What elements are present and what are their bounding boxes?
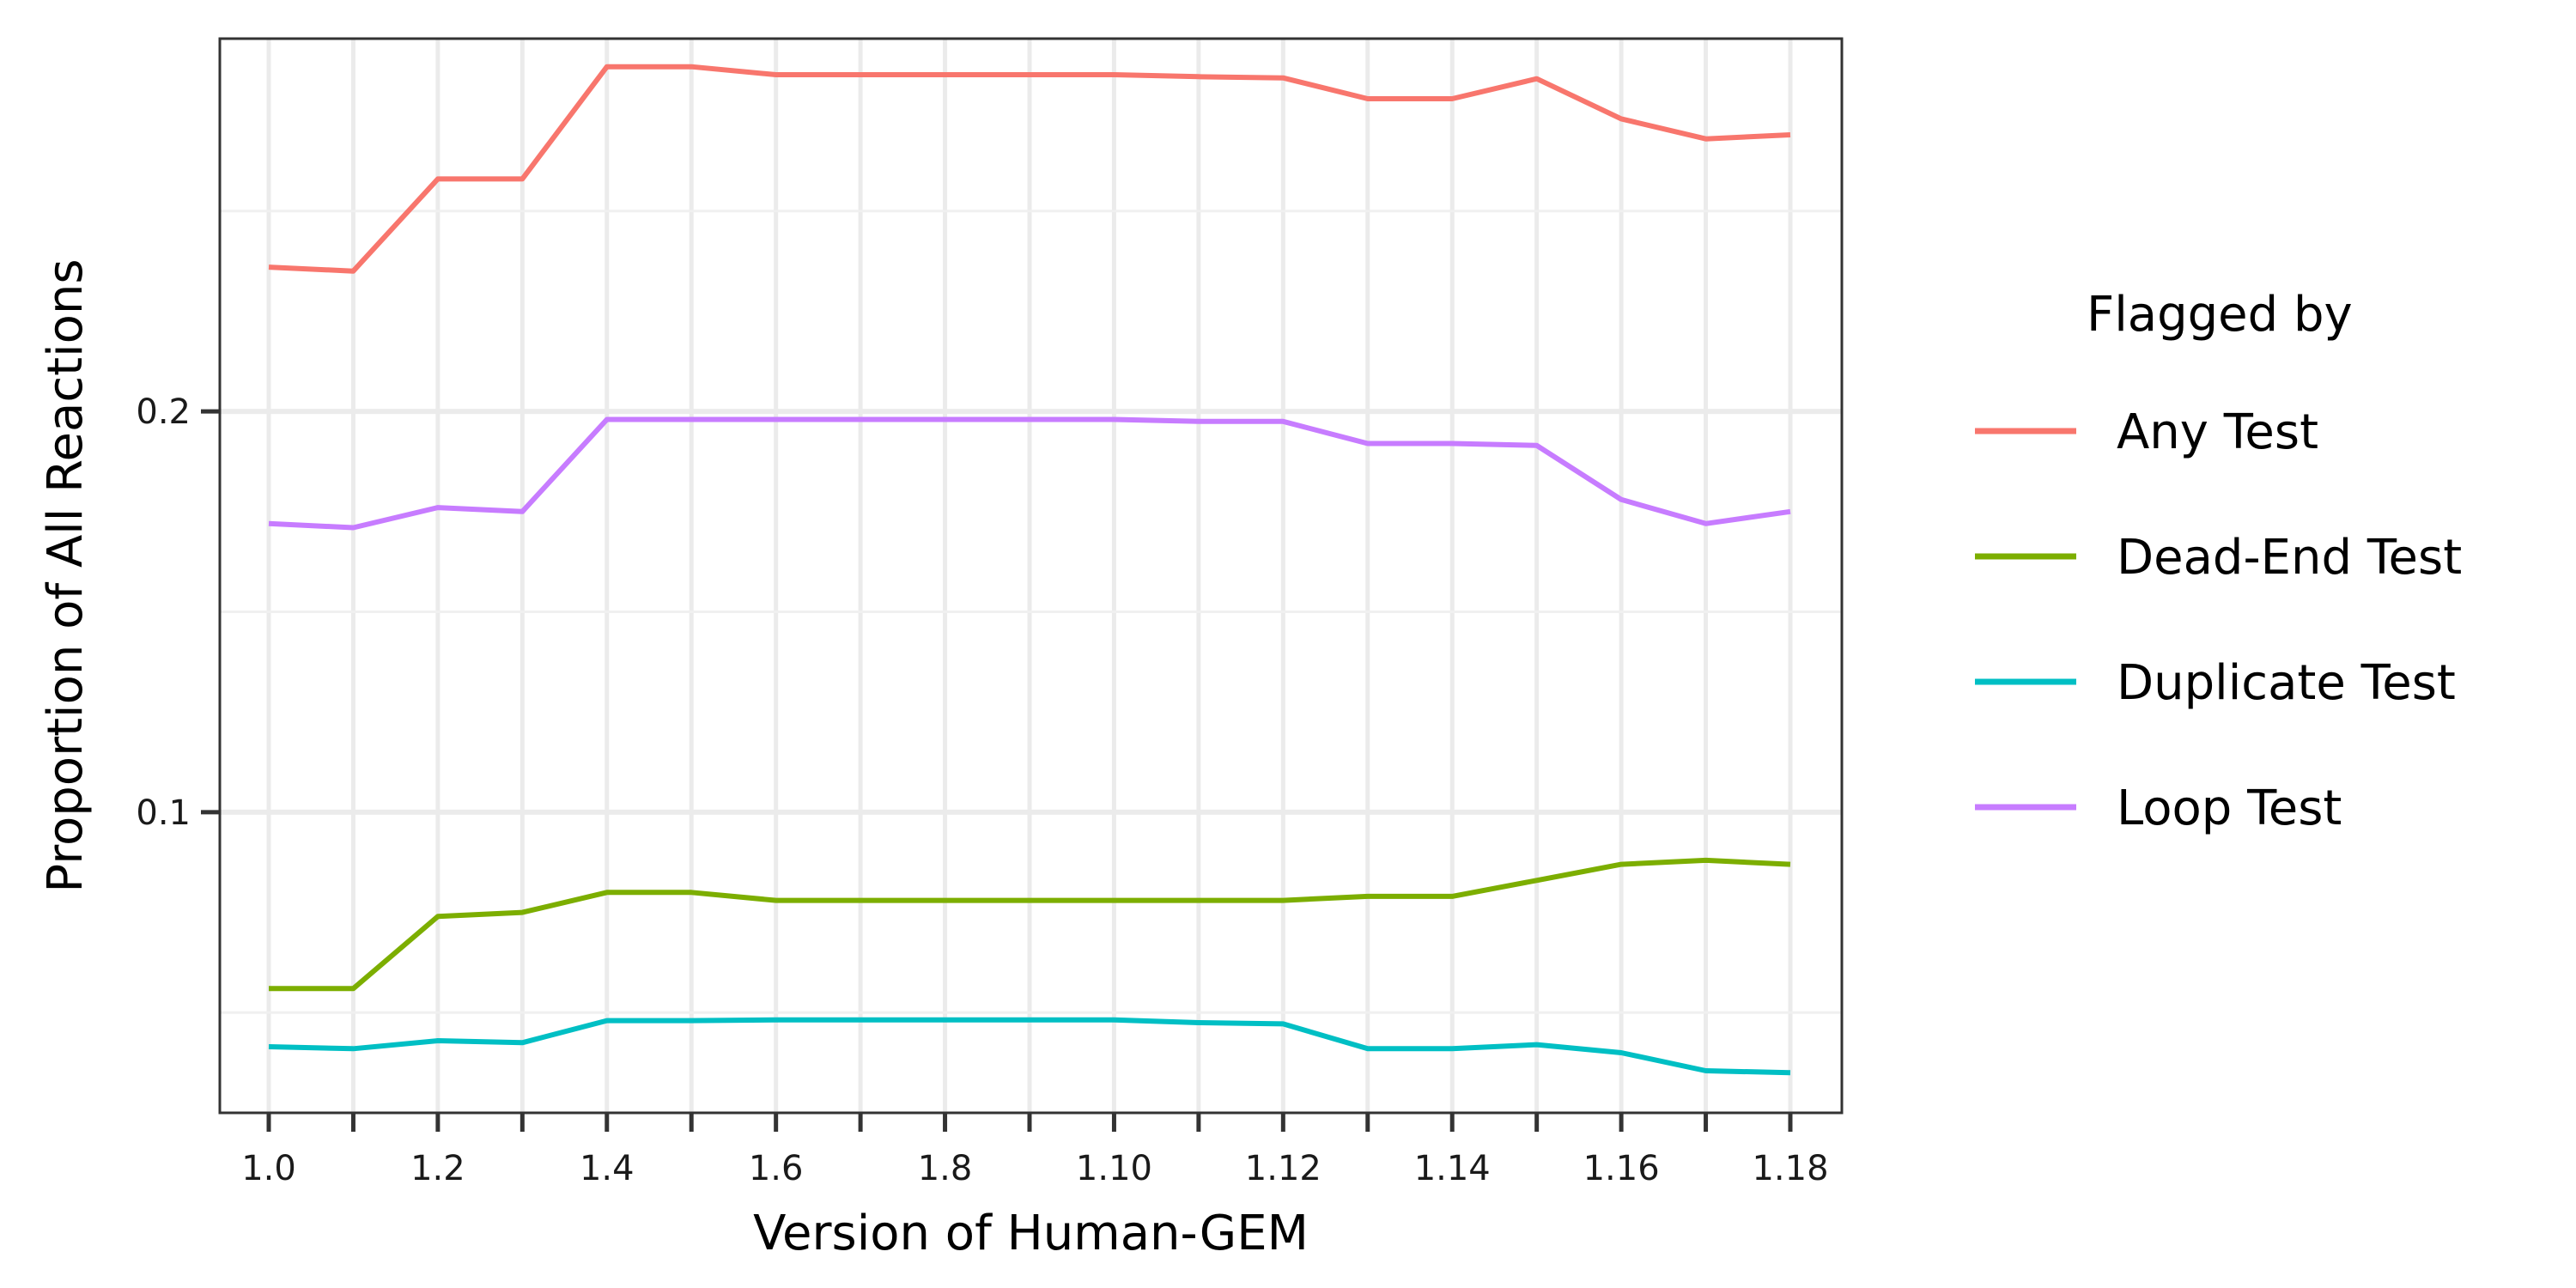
x-tick-label: 1.0: [241, 1149, 296, 1188]
x-tick-label: 1.10: [1076, 1149, 1152, 1188]
y-axis-title: Proportion of All Reactions: [38, 258, 94, 892]
axes: 1.0 1.2 1.4 1.6 1.8 1.10 1.12 1.14 1.16 1.18 0.1 0.…: [136, 392, 1828, 1188]
legend-label-loop-test: Loop Test: [2117, 781, 2342, 836]
legend: Flagged by Any Test Dead-End Test Duplicat…: [1975, 287, 2462, 836]
x-tick-label: 1.18: [1752, 1149, 1828, 1188]
x-tick-label: 1.12: [1245, 1149, 1321, 1188]
x-tick-label: 1.16: [1583, 1149, 1660, 1188]
y-tick-label: 0.2: [136, 392, 191, 432]
series-lines: [268, 64, 1791, 1076]
series-line-dead-end-test: [269, 857, 1791, 992]
x-tick-label: 1.14: [1414, 1149, 1491, 1188]
y-tick-label: 0.1: [136, 793, 191, 833]
legend-label-duplicate-test: Duplicate Test: [2117, 655, 2456, 711]
x-axis-title: Version of Human-GEM: [753, 1206, 1309, 1261]
x-tick-label: 1.2: [410, 1149, 465, 1188]
legend-label-dead-end-test: Dead-End Test: [2117, 530, 2462, 586]
series-line-loop-test: [268, 416, 1791, 531]
legend-label-any-test: Any Test: [2117, 404, 2318, 460]
grid: [220, 39, 1842, 1113]
x-tick-label: 1.4: [580, 1149, 635, 1188]
x-tick-label: 1.6: [749, 1149, 804, 1188]
series-line-duplicate-test: [268, 1017, 1791, 1076]
x-tick-label: 1.8: [918, 1149, 973, 1188]
series-line-any-test: [268, 64, 1791, 274]
legend-title: Flagged by: [2087, 287, 2353, 343]
